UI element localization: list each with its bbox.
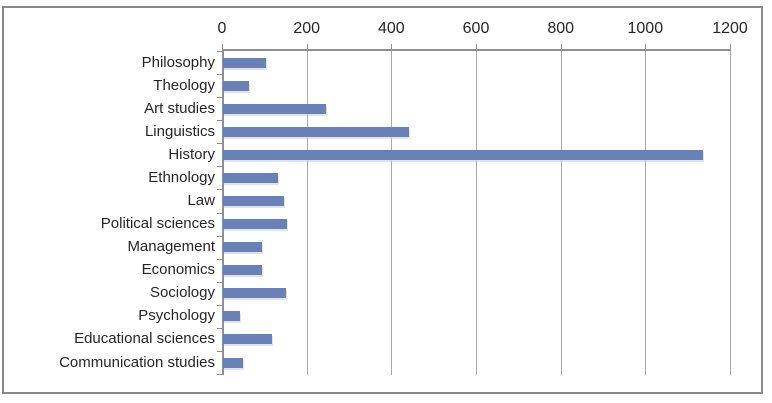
x-tick-label: 400: [377, 20, 405, 37]
gridline-1000: [645, 49, 647, 375]
category-tick: [217, 74, 222, 76]
category-label-communication-studies: Communication studies: [59, 353, 215, 371]
x-tick-1200: [730, 44, 731, 49]
category-tick: [217, 120, 222, 122]
x-tick-400: [391, 44, 393, 49]
bar-philosophy: [223, 57, 266, 68]
chart-frame-border: [2, 6, 763, 394]
x-tick-label: 0: [217, 20, 227, 37]
x-tick-label: 600: [462, 20, 490, 37]
x-tick-0: [222, 44, 223, 49]
bar-art-studies: [223, 103, 326, 114]
x-tick-600: [476, 44, 477, 49]
category-tick: [217, 327, 222, 329]
category-tick: [217, 143, 222, 145]
x-tick-label: 800: [547, 20, 575, 37]
category-tick: [217, 97, 222, 99]
gridline-1200: [730, 49, 731, 375]
category-tick: [217, 258, 222, 260]
x-tick-label: 200: [293, 20, 321, 37]
category-label-linguistics: Linguistics: [144, 122, 215, 140]
category-tick: [217, 189, 222, 191]
bar-management: [223, 242, 262, 253]
bar-history: [223, 149, 703, 160]
category-label-philosophy: Philosophy: [141, 53, 215, 71]
category-label-management: Management: [127, 238, 215, 256]
bar-theology: [223, 80, 249, 91]
x-tick-800: [560, 44, 562, 49]
category-label-economics: Economics: [141, 261, 215, 279]
category-tick: [217, 350, 222, 352]
category-label-psychology: Psychology: [138, 307, 215, 325]
bar-educational-sciences: [223, 334, 272, 345]
category-label-sociology: Sociology: [149, 284, 215, 302]
bar-sociology: [223, 288, 286, 299]
category-tick: [217, 374, 222, 375]
value-axis-line: [222, 49, 731, 51]
category-label-ethnology: Ethnology: [148, 168, 215, 186]
bar-communication-studies: [223, 357, 243, 368]
bar-law: [223, 196, 284, 206]
category-label-history: History: [168, 145, 215, 163]
category-label-art-studies: Art studies: [144, 99, 215, 117]
bar-psychology: [223, 311, 240, 322]
x-tick-label: 1000: [627, 20, 664, 37]
category-axis-line: [222, 49, 224, 375]
bar-ethnology: [223, 172, 278, 183]
bar-political-sciences: [223, 219, 287, 229]
category-label-educational-sciences: Educational sciences: [74, 330, 215, 348]
gridline-800: [560, 49, 562, 375]
category-label-law: Law: [187, 192, 215, 209]
gridline-600: [476, 49, 477, 375]
category-tick: [217, 235, 222, 237]
bar-linguistics: [223, 126, 409, 137]
category-tick: [217, 281, 222, 283]
category-tick: [217, 51, 222, 52]
x-tick-1000: [645, 44, 647, 49]
category-label-political-sciences: Political sciences: [100, 215, 215, 232]
gridline-400: [391, 49, 393, 375]
bar-economics: [223, 265, 262, 276]
category-tick: [217, 304, 222, 306]
x-tick-label: 1200: [712, 20, 748, 37]
category-label-theology: Theology: [153, 76, 215, 94]
gridline-200: [306, 49, 308, 375]
category-tick: [217, 166, 222, 168]
category-tick: [217, 212, 222, 214]
x-tick-200: [306, 44, 308, 49]
